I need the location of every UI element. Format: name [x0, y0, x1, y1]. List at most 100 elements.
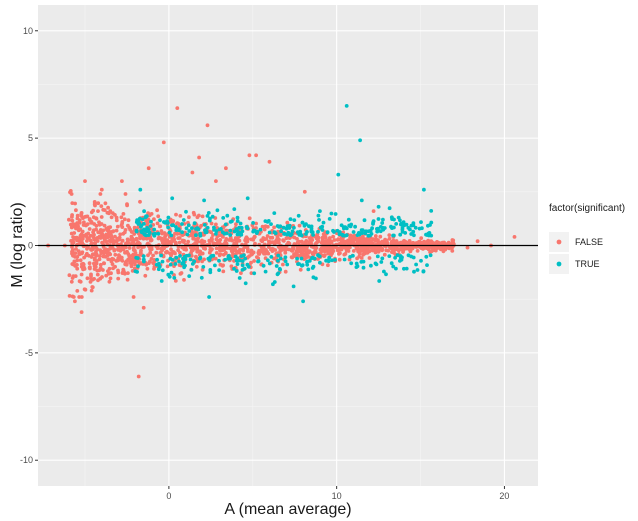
true-point — [272, 211, 277, 216]
false-point — [361, 252, 365, 257]
true-point — [167, 274, 172, 279]
true-point — [223, 257, 228, 262]
true-point — [266, 219, 271, 223]
true-point — [377, 279, 382, 283]
true-point — [301, 299, 305, 304]
true-point — [228, 220, 233, 224]
true-point — [389, 261, 394, 266]
false-point — [93, 203, 97, 208]
false-point — [380, 246, 385, 251]
y-axis-title: M (log ratio) — [9, 202, 26, 287]
true-point — [159, 253, 164, 258]
y-tick-label: 5 — [28, 133, 33, 143]
false-point — [310, 251, 315, 255]
false-point — [266, 251, 271, 256]
false-point — [207, 250, 212, 255]
true-point — [241, 253, 246, 258]
y-tick-label: -5 — [25, 348, 33, 358]
true-point — [245, 196, 250, 201]
false-point — [92, 232, 96, 237]
false-point — [146, 166, 151, 171]
false-point — [143, 273, 148, 278]
false-point — [260, 249, 265, 254]
false-point — [95, 272, 100, 277]
true-point — [173, 262, 178, 266]
true-point — [422, 187, 426, 192]
false-point — [512, 235, 517, 239]
true-point — [238, 258, 242, 263]
false-point — [96, 230, 101, 235]
false-point — [318, 247, 323, 252]
true-point — [235, 219, 240, 224]
true-point — [355, 264, 360, 269]
true-point — [380, 221, 385, 225]
true-point — [286, 230, 291, 235]
true-point — [168, 262, 173, 267]
false-point — [109, 238, 114, 243]
true-point — [421, 269, 426, 274]
false-point — [241, 248, 246, 253]
false-point — [82, 233, 87, 238]
true-point — [192, 259, 197, 264]
true-point — [329, 211, 334, 216]
false-point — [70, 218, 75, 223]
false-point — [120, 271, 125, 275]
false-point — [73, 235, 77, 240]
false-point — [171, 250, 175, 254]
false-point — [220, 248, 225, 253]
true-point — [341, 233, 345, 238]
true-point — [182, 265, 187, 270]
false-point — [283, 269, 288, 274]
false-point — [358, 236, 362, 241]
false-point — [115, 224, 120, 229]
false-point — [106, 232, 111, 237]
false-point — [106, 257, 111, 262]
false-point — [108, 225, 113, 230]
false-point — [136, 374, 141, 379]
true-point — [143, 228, 147, 233]
true-point — [207, 295, 212, 299]
false-point — [70, 201, 75, 206]
false-point — [78, 258, 83, 263]
false-point — [327, 236, 332, 240]
false-point — [320, 235, 325, 240]
false-point — [382, 252, 387, 257]
true-point — [167, 230, 172, 235]
false-point — [93, 241, 97, 246]
true-point — [239, 225, 244, 230]
false-point — [99, 204, 104, 209]
false-point — [123, 262, 128, 267]
false-point — [387, 233, 392, 238]
true-point — [380, 256, 385, 261]
false-point — [390, 245, 395, 250]
true-point — [137, 216, 142, 221]
false-point — [178, 214, 183, 218]
false-point — [200, 251, 205, 256]
false-point — [98, 266, 103, 270]
true-point — [425, 263, 429, 267]
false-point — [89, 220, 94, 225]
false-point — [209, 238, 214, 243]
false-point — [211, 241, 216, 246]
true-point — [194, 227, 198, 231]
false-point — [313, 250, 318, 255]
false-point — [200, 259, 205, 264]
false-point — [170, 239, 175, 243]
false-point — [192, 212, 197, 217]
false-point — [152, 217, 156, 222]
false-point — [138, 199, 142, 204]
true-point — [212, 228, 216, 232]
true-point — [393, 255, 397, 260]
true-point — [330, 258, 334, 263]
false-point — [229, 264, 234, 269]
false-point — [326, 263, 330, 268]
true-point — [297, 262, 301, 266]
x-tick-label: 10 — [332, 491, 342, 501]
false-point — [125, 237, 130, 242]
false-point — [243, 236, 248, 241]
true-point — [148, 224, 153, 228]
true-point — [232, 266, 236, 271]
true-point — [238, 221, 243, 226]
false-point — [94, 252, 99, 257]
true-point — [134, 255, 139, 260]
